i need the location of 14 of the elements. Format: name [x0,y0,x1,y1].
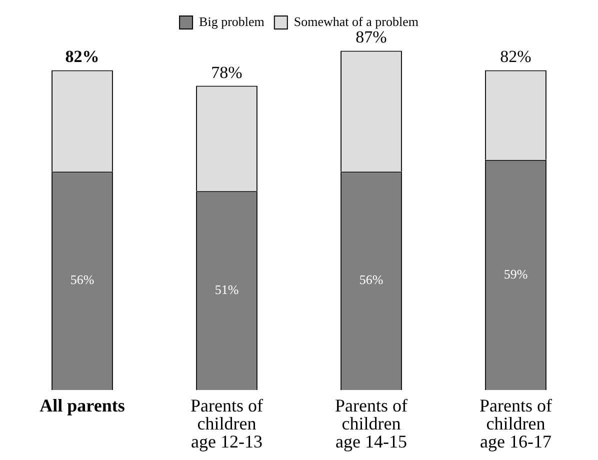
total-label: 87% [356,28,387,47]
x-tick-label: Parents of children age 12-13 [190,396,263,452]
data-label: 56% [359,272,384,288]
total-label: 82% [65,47,100,66]
legend-label: Somewhat of a problem [294,14,418,29]
data-label: 51% [214,282,239,297]
x-tick-label: All parents [40,396,125,416]
total-label: 78% [211,62,242,82]
x-tick-label: Parents of children age 14-15 [335,396,408,452]
x-tick-label: Parents of children age 16-17 [480,396,552,452]
data-label: 56% [70,272,94,288]
legend-label: Big problem [199,14,264,29]
total-label: 82% [500,47,532,66]
data-label: 59% [504,266,528,282]
